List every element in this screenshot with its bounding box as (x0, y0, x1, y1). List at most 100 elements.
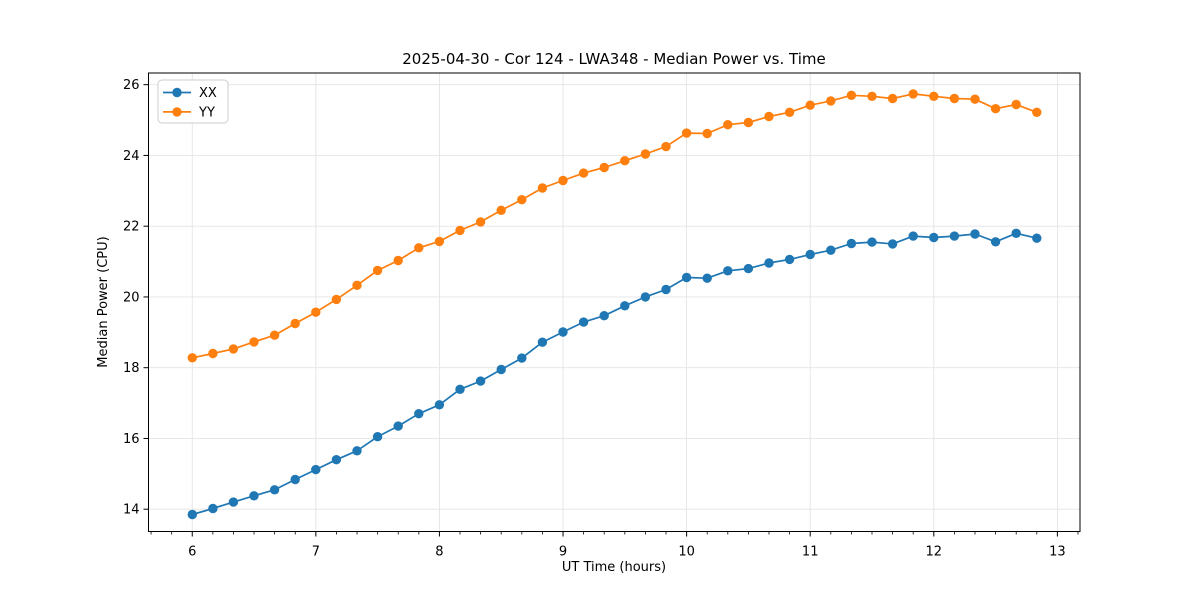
data-point-yy (887, 93, 898, 104)
data-point-yy (455, 225, 465, 236)
data-point-yy (517, 195, 527, 205)
data-point-yy (620, 156, 630, 166)
y-tick-label: 14 (123, 503, 140, 518)
data-point-xx (764, 258, 774, 268)
legend-item-xx: XX (163, 86, 217, 101)
x-tick-label: 12 (926, 545, 943, 560)
tick-labels: 6 7 8 9 10 11 12 13 14 16 18 20 22 24 26 (123, 78, 1066, 559)
data-point-yy (331, 294, 342, 305)
data-point-yy (990, 104, 1001, 114)
data-point-xx (599, 311, 609, 321)
data-point-xx (578, 317, 589, 327)
data-point-xx (908, 231, 918, 241)
data-point-yy (640, 149, 651, 159)
grid-lines (148, 73, 1080, 532)
legend-box (157, 79, 229, 124)
data-point-xx (331, 455, 342, 465)
x-tick-label: 13 (1049, 545, 1066, 560)
axis-ticks (143, 84, 1079, 537)
data-point-xx (455, 384, 465, 394)
data-point-yy (929, 91, 939, 102)
series-xx (187, 228, 1042, 520)
data-point-xx (187, 509, 197, 520)
x-tick-label: 10 (678, 545, 695, 560)
data-point-xx (249, 491, 259, 501)
data-point-xx (929, 232, 939, 243)
data-point-yy (723, 120, 733, 130)
data-point-xx (1011, 228, 1021, 238)
data-point-yy (578, 168, 589, 178)
data-point-yy (187, 353, 197, 363)
y-tick-label: 16 (123, 432, 140, 447)
data-point-yy (970, 94, 980, 104)
data-point-xx (620, 301, 630, 311)
y-tick-label: 24 (123, 149, 140, 164)
data-point-yy (558, 175, 568, 186)
data-point-xx (290, 474, 300, 485)
data-point-yy (537, 183, 548, 193)
legend-label: XX (199, 86, 217, 101)
data-point-xx (784, 254, 795, 265)
data-point-yy (249, 337, 259, 347)
data-point-xx (558, 327, 568, 337)
legend-marker (172, 87, 182, 98)
data-point-yy (846, 90, 857, 101)
y-tick-label: 18 (123, 361, 140, 376)
data-point-xx (1032, 233, 1042, 243)
data-point-yy (496, 205, 506, 215)
data-point-yy (784, 107, 795, 118)
data-point-xx (269, 485, 280, 495)
data-point-xx (228, 497, 239, 507)
data-point-xx (681, 272, 692, 283)
data-point-xx (414, 409, 424, 419)
data-point-xx (990, 237, 1001, 247)
data-point-yy (228, 344, 239, 354)
data-point-xx (743, 263, 754, 274)
axes-spines (148, 72, 1081, 532)
y-tick-label: 22 (123, 220, 140, 235)
data-point-xx (702, 273, 712, 283)
data-point-xx (826, 245, 836, 255)
data-point-xx (887, 239, 898, 249)
data-point-yy (743, 117, 754, 128)
data-point-yy (393, 255, 403, 266)
data-point-yy (1032, 107, 1042, 118)
data-point-xx (393, 421, 403, 431)
legend-label: YY (198, 105, 215, 120)
y-tick-label: 20 (123, 290, 140, 305)
data-point-xx (475, 376, 486, 386)
data-point-yy (1011, 99, 1021, 110)
x-tick-label: 6 (188, 545, 196, 560)
data-point-yy (372, 265, 383, 276)
data-point-yy (475, 217, 486, 227)
data-point-yy (908, 89, 918, 99)
data-point-yy (805, 100, 815, 110)
data-point-xx (723, 266, 733, 276)
data-point-yy (826, 96, 836, 106)
data-point-xx (661, 284, 671, 295)
data-point-yy (764, 111, 774, 122)
data-point-xx (537, 337, 548, 347)
data-point-yy (208, 348, 218, 359)
y-tick-label: 26 (123, 78, 140, 93)
data-point-yy (681, 128, 692, 138)
x-axis-label: UT Time (hours) (562, 560, 666, 575)
data-point-xx (434, 400, 445, 410)
y-axis-label: Median Power (CPU) (96, 236, 111, 367)
legend-marker (172, 107, 182, 117)
x-tick-label: 9 (559, 545, 567, 560)
x-tick-label: 8 (435, 545, 443, 560)
data-point-xx (352, 446, 362, 456)
x-tick-label: 11 (802, 545, 819, 560)
data-point-yy (867, 91, 877, 102)
data-point-xx (867, 237, 877, 247)
legend: XX YY (157, 79, 229, 124)
data-point-xx (311, 464, 321, 475)
data-point-yy (269, 330, 280, 340)
data-point-yy (661, 141, 671, 152)
data-point-yy (352, 280, 362, 290)
data-point-yy (311, 307, 321, 317)
data-point-xx (640, 292, 651, 302)
